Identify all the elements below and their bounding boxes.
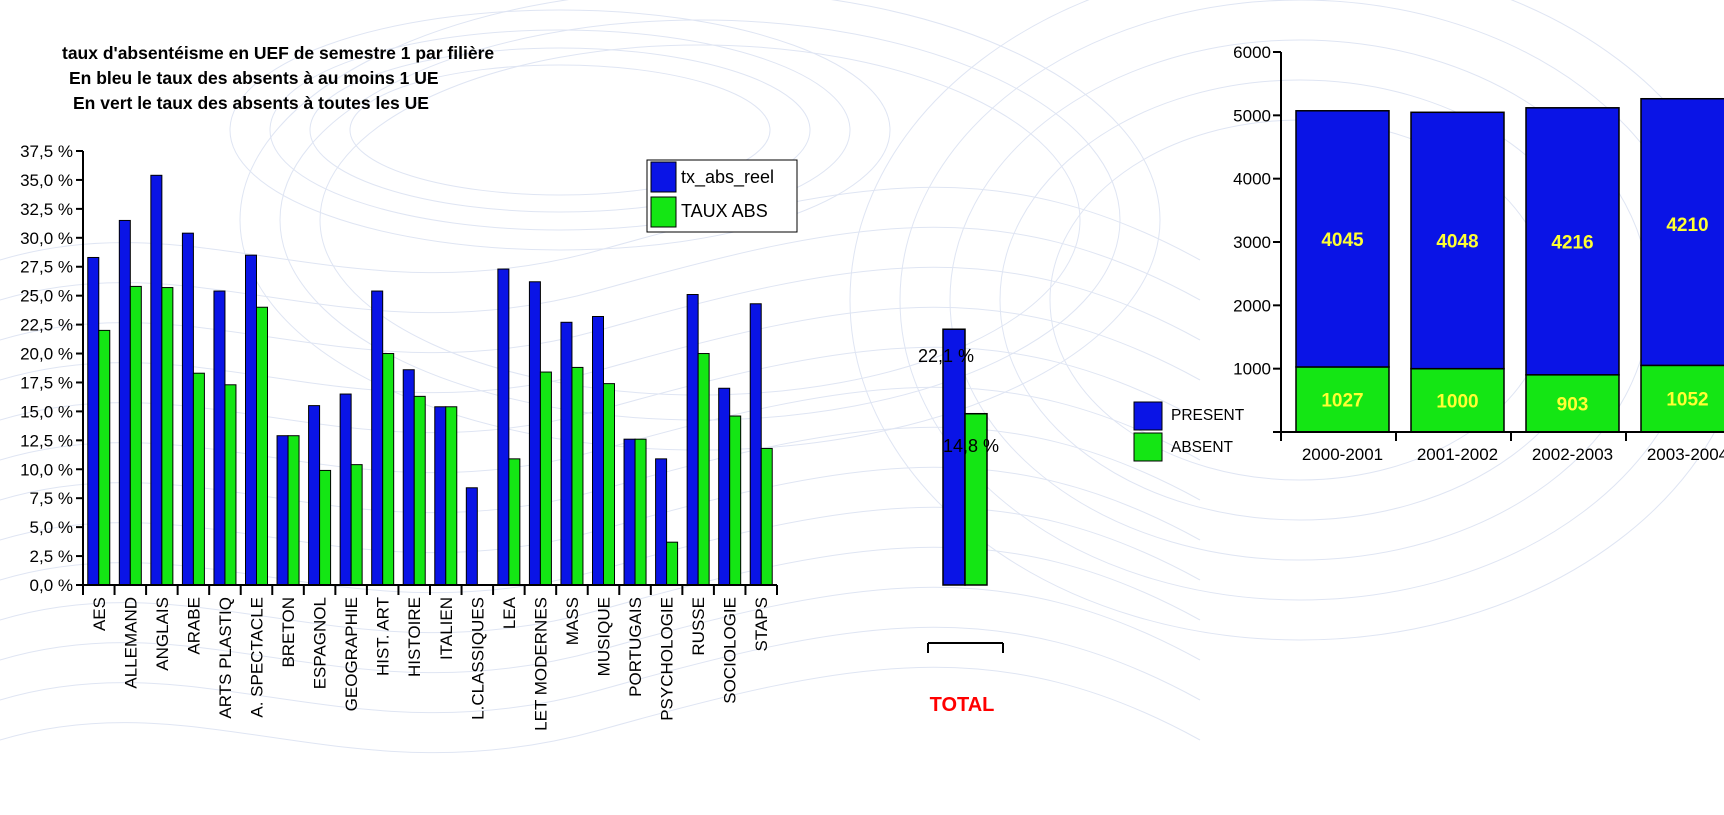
bar-tx-abs-reel-psychologie: [655, 458, 668, 586]
category-label-italien: ITALIEN: [437, 597, 456, 660]
y-tick-label: 25,0 %: [20, 287, 73, 306]
bar-taux-abs-breton: [287, 435, 300, 586]
bar-taux-abs-italien: [445, 406, 458, 586]
chart-title-line-2: En bleu le taux des absents à au moins 1…: [69, 68, 439, 88]
category-label-breton: BRETON: [279, 597, 298, 668]
bar-tx-abs-reel-breton: [276, 435, 289, 586]
category-label-let-modernes: LET MODERNES: [531, 597, 550, 731]
bar-taux-abs-geographie: [350, 464, 363, 586]
legend: tx_abs_reel TAUX ABS: [646, 159, 798, 233]
y-tick-label: 15,0 %: [20, 402, 73, 421]
y-tick-label: 17,5 %: [20, 373, 73, 392]
category-label-portugais: PORTUGAIS: [626, 597, 645, 697]
bar-tx-abs-reel-espagnol: [308, 405, 321, 586]
bar-taux-abs-a-spectacle: [256, 306, 268, 586]
category-label-sociologie: SOCIOLOGIE: [721, 597, 740, 704]
bar-tx-abs-reel-anglais: [150, 174, 163, 586]
bar-tx-abs-reel-arts-plastiq: [213, 290, 226, 586]
category-label-psychologie: PSYCHOLOGIE: [658, 597, 677, 721]
bar-taux-abs-portugais: [634, 438, 647, 586]
bar-tx-abs-reel-musique: [592, 315, 604, 586]
bar-tx-abs-reel-arabe: [181, 232, 194, 586]
bar-tx-abs-reel-histoire: [402, 369, 415, 586]
bar-taux-abs-allemand: [129, 285, 142, 586]
category-label-a-spectacle: A. SPECTACLE: [248, 597, 267, 718]
bar-tx-abs-reel-staps: [749, 303, 762, 586]
bar-tx-abs-reel-italien: [434, 406, 447, 586]
bar-taux-abs-sociologie: [729, 415, 742, 586]
legend-label-tx-abs-reel: tx_abs_reel: [681, 167, 774, 188]
category-label-aes: AES: [90, 597, 109, 631]
legend-label-taux-abs: TAUX ABS: [681, 201, 768, 221]
bar-taux-abs-histoire: [413, 395, 426, 586]
bar-taux-abs-lea: [508, 458, 521, 586]
bar-taux-abs-staps: [760, 447, 773, 586]
bar-taux-abs-psychologie: [666, 541, 679, 586]
category-label-anglais: ANGLAIS: [153, 597, 172, 671]
category-label-hist-art: HIST. ART: [374, 597, 393, 676]
category-label-histoire: HISTOIRE: [405, 597, 424, 677]
category-label-musique: MUSIQUE: [595, 597, 614, 676]
y-tick-label: 30,0 %: [20, 229, 73, 248]
bar-tx-abs-reel-lea: [497, 268, 510, 586]
bar-tx-abs-reel-let-modernes: [528, 281, 541, 586]
category-label-allemand: ALLEMAND: [121, 597, 140, 689]
y-tick-label: 12,5 %: [20, 431, 73, 450]
absenteeism-by-filiere-chart: taux d'absentéisme en UEF de semestre 1 …: [20, 43, 798, 731]
y-tick-label: 22,5 %: [20, 316, 73, 335]
bar-taux-abs-hist-art: [382, 353, 395, 586]
bar-tx-abs-reel-russe: [686, 294, 699, 586]
bar-taux-abs-aes: [98, 329, 111, 586]
y-tick-label: 0,0 %: [30, 576, 73, 595]
category-label-espagnol: ESPAGNOL: [311, 597, 330, 689]
bar-tx-abs-reel-aes: [87, 256, 100, 586]
chart-title-line-3: En vert le taux des absents à toutes les…: [73, 93, 429, 113]
chart-title-line-1: taux d'absentéisme en UEF de semestre 1 …: [62, 43, 494, 63]
y-tick-label: 35,0 %: [20, 171, 73, 190]
y-tick-label: 27,5 %: [20, 258, 73, 277]
category-label-l-classiques: L.CLASSIQUES: [468, 597, 487, 720]
bar-taux-abs-arts-plastiq: [224, 384, 237, 586]
bar-tx-abs-reel-sociologie: [718, 387, 731, 586]
bar-tx-abs-reel-geographie: [339, 393, 352, 586]
bar-taux-abs-espagnol: [319, 469, 332, 586]
y-tick-label: 5,0 %: [30, 518, 73, 537]
category-label-russe: RUSSE: [689, 597, 708, 656]
bar-tx-abs-reel-l-classiques: [465, 487, 478, 586]
category-label-mass: MASS: [563, 597, 582, 645]
category-label-arts-plastiq: ARTS PLASTIQ: [216, 597, 235, 719]
bar-tx-abs-reel-hist-art: [371, 290, 384, 586]
y-tick-label: 2,5 %: [30, 547, 73, 566]
bar-taux-abs-mass: [571, 366, 584, 586]
bar-tx-abs-reel-a-spectacle: [245, 254, 257, 586]
bar-taux-abs-anglais: [161, 287, 174, 586]
category-label-arabe: ARABE: [184, 597, 203, 655]
bar-taux-abs-let-modernes: [539, 371, 552, 586]
category-label-geographie: GEOGRAPHIE: [342, 597, 361, 711]
y-tick-label: 20,0 %: [20, 345, 73, 364]
bar-taux-abs-musique: [603, 383, 615, 586]
legend-swatch-tx-abs-reel: [650, 161, 677, 193]
y-tick-label: 32,5 %: [20, 200, 73, 219]
y-tick-label: 7,5 %: [30, 489, 73, 508]
legend-swatch-taux-abs: [650, 196, 677, 228]
y-tick-label: 10,0 %: [20, 460, 73, 479]
bar-tx-abs-reel-allemand: [118, 219, 131, 586]
y-tick-label: 37,5 %: [20, 142, 73, 161]
category-label-lea: LEA: [500, 596, 519, 629]
bar-taux-abs-russe: [697, 353, 710, 586]
bar-taux-abs-arabe: [192, 372, 205, 586]
bar-tx-abs-reel-portugais: [623, 438, 636, 586]
bar-tx-abs-reel-mass: [560, 321, 573, 586]
category-label-staps: STAPS: [752, 597, 771, 651]
